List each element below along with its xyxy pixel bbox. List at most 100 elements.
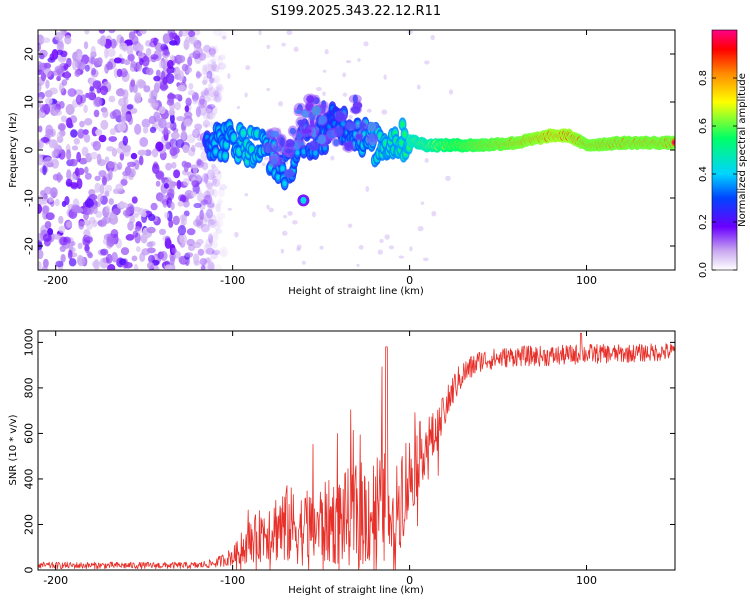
spectrogram-noise-blob — [64, 196, 70, 206]
spectrogram-noise-dot — [268, 207, 274, 213]
spectrogram-noise-dot — [322, 91, 326, 97]
spectrogram-signal-halo — [308, 140, 320, 152]
spectrogram-noise-dot — [287, 211, 293, 216]
spectrogram-noise-blob — [207, 82, 213, 92]
spectrogram-signal-halo — [278, 137, 287, 148]
spectrogram-noise-blob — [67, 88, 77, 97]
spectrogram-noise-blob — [43, 62, 52, 69]
spectrogram-noise-blob — [199, 199, 206, 211]
spectrogram-noise-blob — [148, 240, 156, 247]
spectrogram-noise-blob — [206, 182, 214, 190]
spectrogram-noise-blob — [167, 188, 175, 199]
spectrogram-noise-blob — [47, 228, 54, 236]
spectrogram-signal-blob — [341, 121, 346, 127]
spectrogram-noise-blob — [196, 158, 202, 166]
spectrogram-noise-blob — [155, 141, 164, 152]
spectrogram-noise-blob — [164, 264, 173, 270]
spectrogram-noise-blob — [200, 199, 209, 206]
spectrogram-noise-blob — [58, 215, 64, 224]
spectrogram-noise-blob — [145, 67, 154, 76]
spectrogram-noise-dot — [398, 255, 405, 259]
spectrogram-noise-blob — [169, 54, 175, 61]
spectrogram-noise-blob — [204, 173, 209, 185]
spectrogram-noise-blob — [159, 60, 164, 69]
spectrogram-noise-dot — [366, 108, 372, 113]
spectrogram-noise-blob — [194, 123, 203, 130]
spectrogram-noise-blob — [77, 167, 85, 176]
spectrogram-noise-dot — [204, 123, 208, 128]
spectrogram-noise-blob — [213, 30, 222, 37]
spectrogram-noise-blob — [65, 117, 72, 128]
spectrogram-noise-blob — [38, 139, 44, 150]
spectrogram-noise-blob — [77, 242, 83, 250]
spectrogram-noise-blob — [108, 198, 114, 205]
spectrogram-noise-blob — [197, 192, 205, 203]
spectrogram-signal-halo — [309, 105, 324, 117]
spectrogram-noise-blob — [184, 105, 190, 113]
spectrogram-noise-blob — [118, 98, 127, 107]
spectrogram-noise-dot — [286, 30, 293, 36]
spectrogram-noise-dot — [357, 58, 361, 62]
spectrogram-noise-blob — [72, 51, 79, 62]
spectrogram-noise-blob — [172, 215, 180, 226]
spectrogram-noise-blob — [161, 49, 170, 59]
spectrogram-noise-blob — [38, 203, 43, 214]
spectrogram-noise-blob — [209, 71, 215, 83]
spectrogram-noise-blob — [193, 202, 202, 209]
spectrogram-noise-blob — [205, 238, 212, 250]
spectrogram-noise-blob — [137, 44, 144, 52]
spectrogram-signal-blob — [241, 130, 246, 136]
spectrogram-noise-blob — [97, 193, 103, 203]
spectrogram-noise-blob — [203, 212, 211, 223]
spectrogram-noise-blob — [206, 264, 213, 270]
spectrogram-noise-blob — [206, 208, 214, 219]
spectrogram-noise-blob — [126, 161, 136, 168]
spectrogram-noise-blob — [64, 34, 72, 45]
spectrogram-noise-blob — [126, 104, 134, 110]
spectrogram-noise-dot — [324, 49, 329, 55]
spectrogram-noise-blob — [120, 247, 130, 256]
spectrogram-noise-blob — [107, 161, 115, 169]
spectrogram-noise-dot — [282, 230, 288, 236]
spectrogram-noise-blob — [171, 247, 177, 254]
spectrogram-noise-blob — [158, 106, 166, 115]
spectrogram-noise-blob — [90, 151, 99, 160]
snr-x-tick-label: -200 — [43, 574, 68, 587]
spectrogram-signal-blob — [313, 150, 318, 156]
spectrogram-noise-blob — [108, 95, 116, 103]
spectrogram-noise-dot — [449, 89, 454, 95]
spectrogram-noise-blob — [211, 61, 217, 72]
spectrogram-noise-blob — [212, 170, 218, 179]
spectrogram-noise-blob — [209, 77, 215, 84]
spectrogram-noise-blob — [155, 180, 161, 187]
spectrogram-noise-blob — [162, 201, 168, 208]
spectrogram-noise-dot — [266, 204, 270, 210]
spectrogram-x-ticks: -200 -100 0 100 — [43, 30, 597, 287]
spectrogram-signal-halo — [285, 138, 295, 148]
spectrogram-noise-blob — [84, 64, 90, 72]
spectrogram-noise-blob — [207, 59, 216, 67]
spectrogram-noise-blob — [81, 146, 89, 157]
spectrogram-noise-blob — [149, 41, 157, 48]
spectrogram-noise-blob — [122, 135, 129, 146]
spectrogram-noise-blob — [121, 144, 132, 153]
spectrogram-noise-blob — [51, 141, 59, 148]
spectrogram-noise-blob — [84, 30, 90, 35]
spectrogram-signal-halo — [365, 122, 379, 132]
spectrogram-noise-blob — [200, 223, 210, 233]
spectrogram-noise-blob — [204, 52, 212, 58]
spectrogram-noise-blob — [57, 174, 63, 181]
spectrogram-signal-halo — [267, 127, 282, 141]
spectrogram-noise-dot — [263, 156, 269, 161]
spectrogram-noise-blob — [188, 30, 196, 38]
spectrogram-noise-blob — [212, 64, 220, 73]
spectrogram-noise-blob — [38, 249, 44, 260]
spectrogram-noise-blob — [83, 104, 88, 114]
spectrogram-noise-blob — [177, 84, 186, 92]
spectrogram-noise-blob — [129, 81, 134, 93]
spectrogram-noise-blob — [188, 83, 194, 90]
spectrogram-noise-blob — [146, 226, 156, 234]
spectrogram-noise-blob — [200, 89, 210, 99]
spectrogram-noise-blob — [100, 119, 109, 130]
spectrogram-noise-dot — [258, 30, 262, 36]
